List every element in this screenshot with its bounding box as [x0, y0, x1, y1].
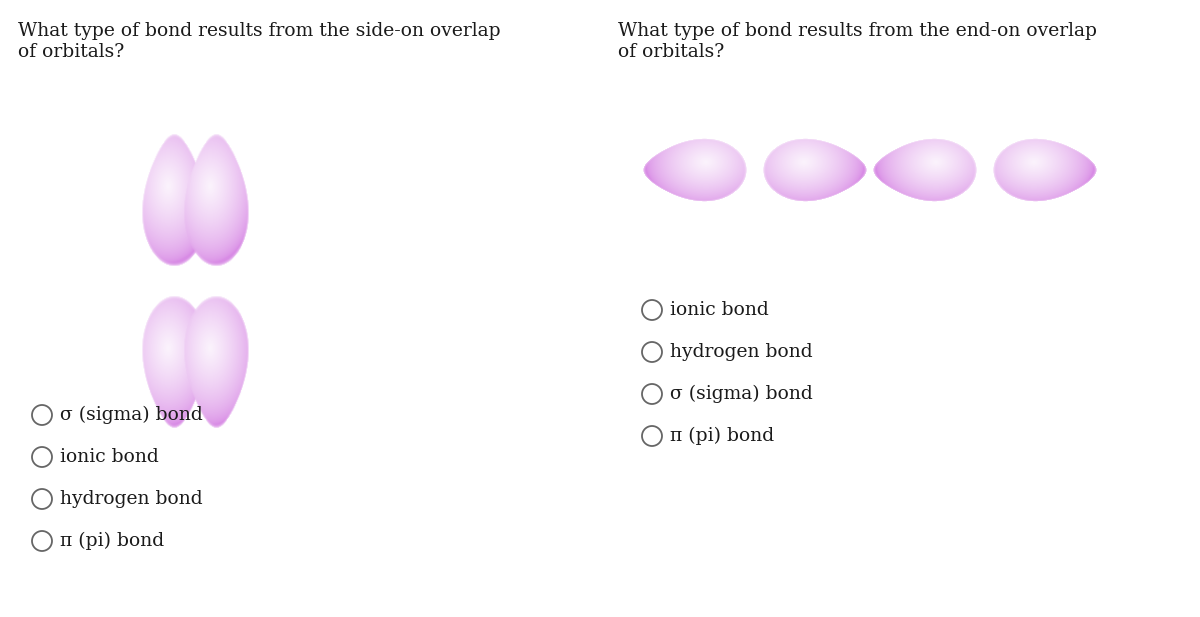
Circle shape — [642, 342, 662, 362]
Text: π (pi) bond: π (pi) bond — [670, 427, 774, 445]
Text: ionic bond: ionic bond — [60, 448, 158, 466]
Circle shape — [32, 531, 52, 551]
Circle shape — [642, 384, 662, 404]
Text: ionic bond: ionic bond — [670, 301, 769, 319]
Text: hydrogen bond: hydrogen bond — [670, 343, 812, 361]
Text: σ (sigma) bond: σ (sigma) bond — [60, 406, 203, 424]
Circle shape — [32, 405, 52, 425]
Text: π (pi) bond: π (pi) bond — [60, 532, 164, 550]
Text: σ (sigma) bond: σ (sigma) bond — [670, 385, 812, 403]
Text: hydrogen bond: hydrogen bond — [60, 490, 203, 508]
Circle shape — [642, 300, 662, 320]
Circle shape — [32, 447, 52, 467]
Circle shape — [32, 489, 52, 509]
Text: What type of bond results from the end-on overlap
of orbitals?: What type of bond results from the end-o… — [618, 22, 1097, 61]
Circle shape — [642, 426, 662, 446]
Text: What type of bond results from the side-on overlap
of orbitals?: What type of bond results from the side-… — [18, 22, 500, 61]
